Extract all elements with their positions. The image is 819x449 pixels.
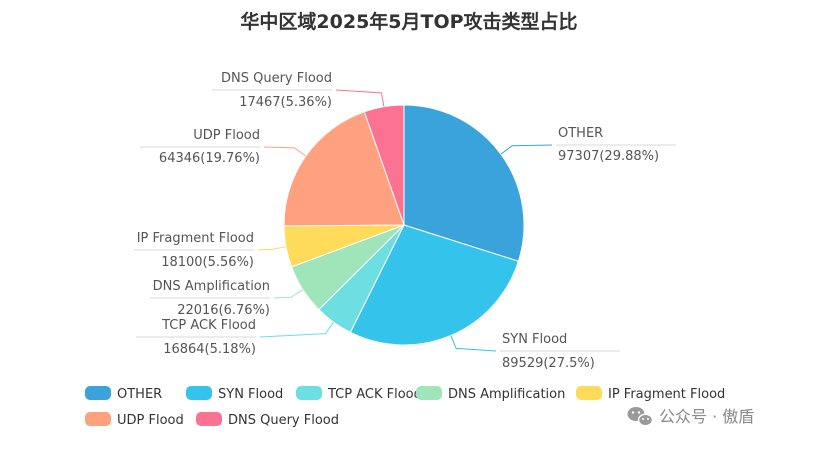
slice-label-dns-query-flood: DNS Query Flood — [221, 71, 332, 86]
legend-swatch — [416, 386, 442, 400]
chart-title: 华中区域2025年5月TOP攻击类型占比 — [240, 10, 577, 33]
legend-item-syn-flood[interactable]: SYN Flood — [186, 386, 283, 402]
pie-slice-syn-flood[interactable] — [349, 224, 520, 346]
legend-swatch — [186, 386, 212, 400]
slice-value-ip-fragment-flood: 18100(5.56%) — [161, 255, 254, 270]
legend-swatch — [296, 386, 322, 400]
slice-label-other: OTHER — [558, 126, 603, 141]
legend-swatch — [85, 412, 111, 426]
slice-value-dns-query-flood: 17467(5.36%) — [239, 95, 332, 110]
leader-line-ip-fragment-flood — [257, 246, 287, 251]
slice-label-syn-flood: SYN Flood — [502, 332, 567, 347]
watermark: 公众号 · 傲盾 — [627, 407, 754, 427]
leader-line-other — [500, 144, 553, 155]
pie-slice-other[interactable] — [403, 104, 525, 262]
legend-item-other[interactable]: OTHER — [85, 386, 162, 402]
slice-label-dns-amplification: DNS Amplification — [153, 279, 270, 294]
pie-slice-dns-query-flood[interactable] — [363, 104, 405, 226]
legend-item-udp-flood[interactable]: UDP Flood — [85, 412, 184, 428]
slice-value-dns-amplification: 22016(6.76%) — [177, 303, 270, 318]
leader-line-dns-query-flood — [335, 89, 385, 107]
legend-swatch — [85, 386, 111, 400]
leader-line-dns-amplification — [273, 289, 304, 299]
pie-labels: OTHER 97307(29.88%) SYN Flood 89529(27.5%) T… — [134, 71, 676, 371]
legend-label: IP Fragment Flood — [608, 387, 725, 402]
legend-label: DNS Query Flood — [228, 413, 339, 428]
watermark-text: 公众号 · 傲盾 — [659, 407, 754, 426]
leader-line-udp-flood — [263, 146, 307, 157]
leader-line-syn-flood — [450, 335, 497, 352]
wechat-icon — [627, 407, 654, 427]
legend: OTHER SYN Flood TCP ACK Flood DNS Amplifica… — [85, 386, 725, 428]
slice-value-udp-flood: 64346(19.76%) — [159, 151, 260, 166]
legend-item-dns-amplification[interactable]: DNS Amplification — [416, 386, 565, 402]
leader-line-tcp-ack-flood — [259, 321, 335, 338]
slice-label-tcp-ack-flood: TCP ACK Flood — [161, 318, 256, 333]
legend-label: DNS Amplification — [448, 387, 565, 402]
slice-label-ip-fragment-flood: IP Fragment Flood — [137, 231, 254, 246]
legend-swatch — [576, 386, 602, 400]
legend-item-dns-query-flood[interactable]: DNS Query Flood — [196, 412, 339, 428]
slice-label-udp-flood: UDP Flood — [193, 128, 260, 143]
legend-label: UDP Flood — [117, 413, 184, 428]
slice-value-tcp-ack-flood: 16864(5.18%) — [163, 342, 256, 357]
legend-item-tcp-ack-flood[interactable]: TCP ACK Flood — [296, 386, 422, 402]
legend-swatch — [196, 412, 222, 426]
legend-label: OTHER — [117, 387, 162, 402]
legend-label: TCP ACK Flood — [327, 387, 422, 402]
slice-value-other: 97307(29.88%) — [558, 149, 659, 164]
pie-slices — [283, 104, 525, 346]
legend-item-ip-fragment-flood[interactable]: IP Fragment Flood — [576, 386, 725, 402]
slice-value-syn-flood: 89529(27.5%) — [502, 356, 595, 371]
legend-label: SYN Flood — [218, 387, 283, 402]
